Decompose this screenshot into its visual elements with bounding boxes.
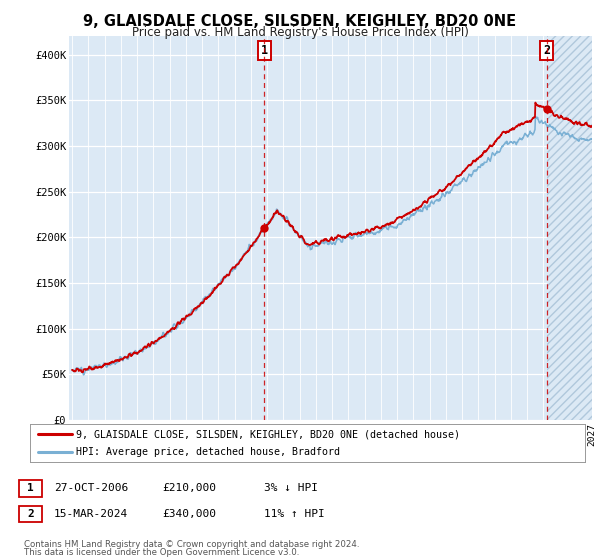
Text: 9, GLAISDALE CLOSE, SILSDEN, KEIGHLEY, BD20 0NE (detached house): 9, GLAISDALE CLOSE, SILSDEN, KEIGHLEY, B… <box>76 429 460 439</box>
Text: 9, GLAISDALE CLOSE, SILSDEN, KEIGHLEY, BD20 0NE: 9, GLAISDALE CLOSE, SILSDEN, KEIGHLEY, B… <box>83 14 517 29</box>
Text: Price paid vs. HM Land Registry's House Price Index (HPI): Price paid vs. HM Land Registry's House … <box>131 26 469 39</box>
Text: 27-OCT-2006: 27-OCT-2006 <box>54 483 128 493</box>
Text: 2: 2 <box>544 44 550 57</box>
Text: HPI: Average price, detached house, Bradford: HPI: Average price, detached house, Brad… <box>76 447 340 457</box>
Text: 11% ↑ HPI: 11% ↑ HPI <box>264 509 325 519</box>
Text: 15-MAR-2024: 15-MAR-2024 <box>54 509 128 519</box>
Text: £340,000: £340,000 <box>162 509 216 519</box>
Text: £210,000: £210,000 <box>162 483 216 493</box>
Text: 1: 1 <box>261 44 268 57</box>
Text: 2: 2 <box>27 509 34 519</box>
Bar <box>547 36 600 420</box>
Text: This data is licensed under the Open Government Licence v3.0.: This data is licensed under the Open Gov… <box>24 548 299 557</box>
Text: Contains HM Land Registry data © Crown copyright and database right 2024.: Contains HM Land Registry data © Crown c… <box>24 540 359 549</box>
Text: 3% ↓ HPI: 3% ↓ HPI <box>264 483 318 493</box>
Text: 1: 1 <box>27 483 34 493</box>
